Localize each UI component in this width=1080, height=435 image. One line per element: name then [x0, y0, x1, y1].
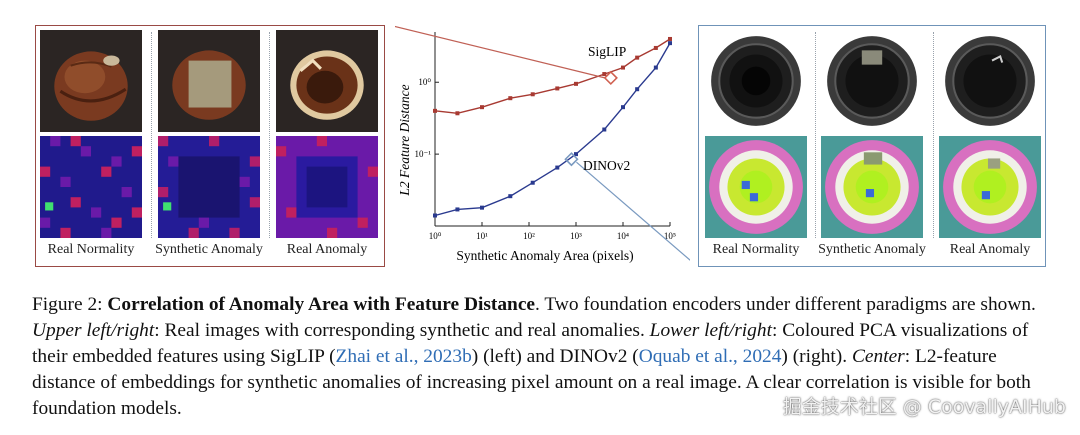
dinov2-pca-normal: [705, 136, 807, 238]
data-point-siglip: [668, 36, 672, 41]
column-separator: [151, 32, 152, 238]
data-point-siglip: [635, 55, 640, 60]
right-figure-panel: Real Normality Synthetic Anomaly Real An…: [698, 25, 1046, 267]
data-point-dinov2: [621, 105, 625, 110]
lower-label: Lower left/right: [649, 320, 772, 341]
left-caption-real-normality: Real Normality: [47, 242, 135, 257]
figure-caption: Figure 2: Correlation of Anomaly Area wi…: [32, 292, 1062, 422]
right-caption-real-anomaly: Real Anomaly: [949, 242, 1031, 257]
data-point-siglip: [508, 96, 513, 101]
connector-line-left: [395, 25, 605, 79]
series-line-dinov2: [434, 42, 671, 217]
data-point-dinov2: [602, 127, 607, 132]
left-caption-synthetic-anomaly: Synthetic Anomaly: [155, 242, 263, 257]
x-tick-label: 10¹: [476, 231, 488, 241]
data-point-siglip: [621, 65, 625, 70]
upper-label: Upper left/right: [32, 320, 155, 341]
caption-text: ) (left) and DINOv2 (: [471, 346, 639, 367]
figure-label: Figure 2:: [32, 294, 103, 315]
highlight-marker-siglip: [603, 70, 618, 86]
caption-text: : L2-feature distance of embeddings for …: [32, 346, 1031, 419]
caption-text: ) (right).: [781, 346, 852, 367]
siglip-pca-synthetic: [158, 136, 260, 238]
y-axis-label: L2 Feature Distance: [397, 84, 412, 196]
right-caption-real-normality: Real Normality: [712, 242, 800, 257]
x-tick-label: 10⁴: [617, 231, 629, 241]
column-separator: [815, 32, 816, 238]
left-caption-real-anomaly: Real Anomaly: [286, 242, 368, 257]
citation-link-zhai[interactable]: Zhai et al., 2023b: [335, 346, 472, 367]
hazelnut-normal-image: [40, 30, 142, 132]
feature-distance-chart: 10⁰ 10¹ 10² 10³ 10⁴ 10⁵ 10⁰ 10⁻¹ Synthetic Ano…: [395, 25, 690, 263]
x-tick-label: 10⁰: [429, 231, 442, 241]
caption-text: : Real images with corresponding synthet…: [154, 320, 650, 341]
hazelnut-synthetic-anomaly-image: [158, 30, 260, 132]
data-point-siglip: [574, 81, 578, 86]
column-separator: [269, 32, 270, 238]
watermark: 掘金技术社区 @ CoovallyAIHub: [782, 396, 1066, 418]
data-point-dinov2: [574, 152, 578, 157]
highlight-marker-dinov2: [564, 152, 579, 167]
data-point-dinov2: [530, 180, 535, 185]
connector-line-right: [576, 161, 690, 261]
lens-synthetic-anomaly-image: [821, 32, 923, 134]
data-point-dinov2: [480, 205, 484, 210]
data-point-dinov2: [653, 65, 658, 70]
siglip-pca-normal: [40, 136, 142, 238]
dinov2-pca-synthetic: [821, 136, 923, 238]
series-label-siglip: SigLIP: [588, 44, 626, 59]
y-tick-label: 10⁻¹: [415, 149, 432, 159]
x-tick-label: 10⁵: [664, 231, 676, 241]
caption-text: . Two foundation encoders under differen…: [535, 294, 1036, 315]
x-tick-label: 10²: [523, 231, 535, 241]
x-tick-label: 10³: [570, 231, 582, 241]
x-axis-label: Synthetic Anomaly Area (pixels): [456, 248, 633, 263]
lens-real-anomaly-image: [939, 32, 1041, 134]
series-line-siglip: [434, 38, 671, 115]
data-point-siglip: [530, 92, 535, 97]
data-point-siglip: [653, 45, 658, 50]
data-point-dinov2: [455, 207, 460, 212]
siglip-pca-real-anomaly: [276, 136, 378, 238]
left-figure-panel: Real Normality Synthetic Anomaly Real An…: [35, 25, 385, 267]
center-label: Center: [851, 346, 905, 367]
data-point-dinov2: [508, 194, 513, 199]
data-point-dinov2: [668, 41, 672, 46]
hazelnut-real-anomaly-image: [276, 30, 378, 132]
data-point-siglip: [433, 108, 437, 113]
y-tick-label: 10⁰: [418, 77, 431, 87]
series-label-dinov2: DINOv2: [583, 158, 630, 173]
data-point-dinov2: [555, 165, 560, 170]
data-point-dinov2: [635, 87, 640, 92]
data-point-siglip: [555, 86, 560, 91]
figure-title: Correlation of Anomaly Area with Feature…: [107, 294, 536, 315]
dinov2-pca-real-anomaly: [939, 136, 1041, 238]
data-point-siglip: [480, 105, 484, 110]
lens-normal-image: [705, 32, 807, 134]
citation-link-oquab[interactable]: Oquab et al., 2024: [638, 346, 782, 367]
data-point-siglip: [602, 72, 607, 77]
data-point-dinov2: [433, 213, 437, 218]
right-caption-synthetic-anomaly: Synthetic Anomaly: [818, 242, 926, 257]
caption-text: : Coloured PCA visualizations of their e…: [32, 320, 1029, 367]
column-separator: [933, 32, 934, 238]
data-point-siglip: [455, 111, 460, 116]
